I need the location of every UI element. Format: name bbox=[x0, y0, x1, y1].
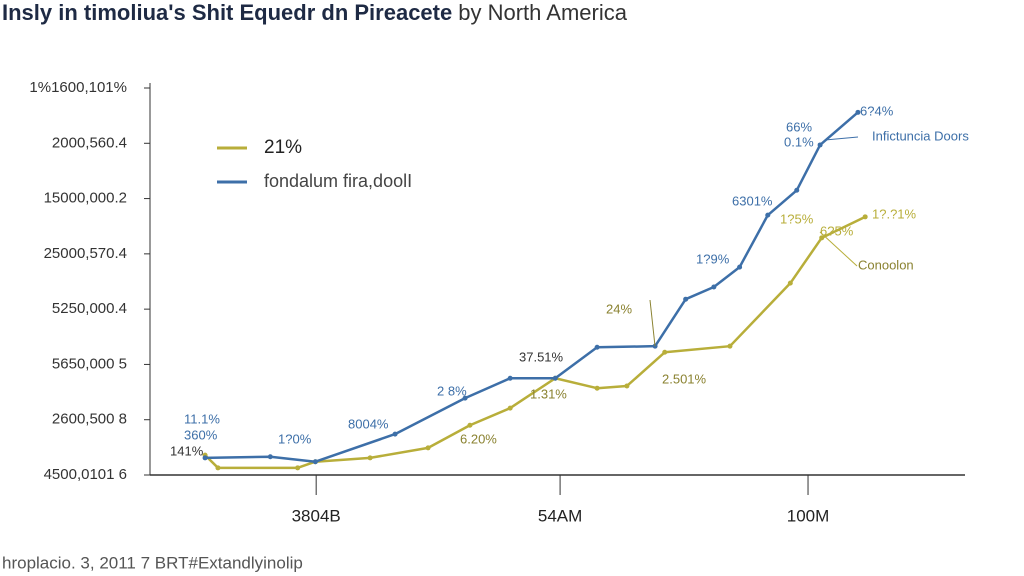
annotation: 1?.?1% bbox=[872, 206, 917, 221]
chart-title: Insly in timoliua's Shit Equedr dn Pirea… bbox=[2, 0, 628, 25]
series-line bbox=[205, 111, 859, 463]
annotation: 141% bbox=[170, 443, 204, 458]
point bbox=[794, 187, 800, 193]
point bbox=[594, 344, 600, 350]
annotation: 1?5% bbox=[780, 211, 814, 226]
point bbox=[855, 109, 861, 115]
y-tick-label: 1%1600,101% bbox=[29, 79, 127, 96]
point bbox=[727, 343, 733, 349]
y-tick-label: 15000,000.2 bbox=[44, 190, 127, 207]
annotation: 6?4% bbox=[860, 103, 894, 118]
y-tick-label: 5650,000 5 bbox=[52, 355, 127, 372]
annotation: Infictuncia Doors bbox=[872, 128, 969, 143]
point bbox=[507, 405, 513, 411]
x-tick-label: 54AM bbox=[538, 506, 582, 525]
annotation: Conoolon bbox=[858, 257, 914, 272]
annotation-pointer bbox=[824, 136, 859, 141]
annotation: 1?0% bbox=[278, 431, 312, 446]
footer: hroplacio. 3, 2011 7 BRT#Extandlyinolip bbox=[2, 553, 303, 572]
point bbox=[462, 395, 468, 401]
point bbox=[215, 465, 221, 471]
point bbox=[862, 214, 868, 220]
annotation-pointer bbox=[819, 231, 858, 267]
point bbox=[737, 264, 743, 270]
legend-label: 21% bbox=[264, 137, 302, 158]
annotation: 2.501% bbox=[662, 371, 707, 386]
legend-label: fondalum fira,doolI bbox=[264, 171, 412, 191]
point bbox=[367, 455, 373, 461]
point bbox=[662, 349, 668, 355]
point bbox=[765, 212, 771, 218]
annotation: 1?9% bbox=[696, 251, 730, 266]
point bbox=[652, 343, 658, 349]
annotation: 6301% bbox=[732, 193, 773, 208]
annotation: 6.20% bbox=[460, 431, 497, 446]
point bbox=[295, 465, 301, 471]
point bbox=[817, 142, 823, 148]
y-tick-label: 25000,570.4 bbox=[44, 245, 127, 262]
point bbox=[392, 431, 398, 437]
annotation: 11.1% bbox=[184, 411, 220, 426]
point bbox=[202, 455, 208, 461]
point bbox=[787, 280, 793, 286]
point bbox=[467, 422, 473, 428]
annotation: 24% bbox=[606, 301, 632, 316]
annotation: 0.1% bbox=[784, 134, 814, 149]
y-tick-label: 2600,500 8 bbox=[52, 411, 127, 428]
point bbox=[312, 459, 318, 465]
annotation-pointer bbox=[649, 299, 656, 347]
annotation: 1.31% bbox=[530, 386, 567, 401]
point bbox=[711, 284, 717, 290]
annotation: 360% bbox=[184, 427, 218, 442]
point bbox=[507, 375, 513, 381]
annotation: 6?5% bbox=[820, 223, 854, 238]
annotation: 66% bbox=[786, 119, 812, 134]
point bbox=[683, 296, 689, 302]
point bbox=[819, 235, 825, 241]
y-tick-label: 4500,0101 6 bbox=[44, 466, 127, 483]
y-tick-label: 2000,560.4 bbox=[52, 134, 127, 151]
point bbox=[267, 454, 273, 460]
title-main: Insly in timoliua's Shit Equedr dn Pirea… bbox=[2, 0, 452, 25]
x-tick-label: 100M bbox=[787, 506, 830, 525]
point bbox=[552, 375, 558, 381]
annotation: 37.51% bbox=[519, 349, 564, 364]
point bbox=[624, 383, 630, 389]
annotation: 2 8% bbox=[437, 383, 467, 398]
point bbox=[594, 385, 600, 391]
title-sub: by North America bbox=[458, 0, 627, 25]
series-line bbox=[204, 215, 866, 470]
annotation: 8004% bbox=[348, 416, 389, 431]
x-tick-label: 3804B bbox=[292, 506, 341, 525]
y-tick-label: 5250,000.4 bbox=[52, 300, 127, 317]
point bbox=[425, 445, 431, 451]
